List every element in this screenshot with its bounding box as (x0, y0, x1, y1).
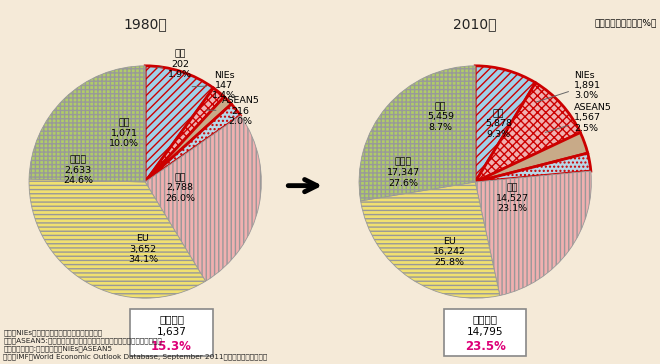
Text: ASEAN5:インドネシア、タイ、フィリピン、マレーシア、ベトナム: ASEAN5:インドネシア、タイ、フィリピン、マレーシア、ベトナム (3, 337, 162, 344)
Wedge shape (145, 97, 232, 182)
Wedge shape (475, 153, 591, 182)
FancyBboxPatch shape (444, 309, 526, 356)
Wedge shape (475, 83, 580, 182)
Wedge shape (29, 66, 145, 182)
Wedge shape (475, 66, 535, 182)
Text: 米国
14,527
23.1%: 米国 14,527 23.1% (496, 183, 529, 213)
Text: 米国
2,788
26.0%: 米国 2,788 26.0% (165, 173, 195, 203)
Wedge shape (475, 171, 591, 296)
Text: 東アジア:日本、中国、NIEs、ASEAN5: 東アジア:日本、中国、NIEs、ASEAN5 (3, 345, 112, 352)
Wedge shape (145, 66, 213, 182)
Text: 1,637: 1,637 (156, 327, 187, 337)
Text: 資料）IMF「World Economic Outlook Database, September 2011」より国土交通省作成: 資料）IMF「World Economic Outlook Database, … (3, 353, 267, 360)
Wedge shape (475, 132, 587, 182)
Text: ASEAN5
1,567
2.5%: ASEAN5 1,567 2.5% (545, 103, 612, 133)
Wedge shape (360, 182, 500, 298)
Text: ASEAN5
216
2.0%: ASEAN5 216 2.0% (206, 96, 259, 126)
Text: 14,795: 14,795 (467, 327, 504, 337)
Text: EU
16,242
25.8%: EU 16,242 25.8% (433, 237, 466, 266)
Text: 東アジア: 東アジア (473, 314, 498, 324)
Text: （単位：十億ドル、%）: （単位：十億ドル、%） (594, 18, 657, 27)
FancyBboxPatch shape (131, 309, 213, 356)
Text: その他
17,347
27.6%: その他 17,347 27.6% (387, 158, 420, 187)
Text: 日本
5,459
8.7%: 日本 5,459 8.7% (427, 102, 454, 132)
Text: NIEs
1,891
3.0%: NIEs 1,891 3.0% (536, 71, 601, 102)
Wedge shape (145, 88, 224, 182)
Text: 23.5%: 23.5% (465, 340, 506, 353)
Text: （注）NIEs：韓国、台湾、香港、シンガポール: （注）NIEs：韓国、台湾、香港、シンガポール (3, 329, 102, 336)
Text: その他
2,633
24.6%: その他 2,633 24.6% (63, 155, 93, 185)
Title: 1980年: 1980年 (123, 17, 167, 31)
Text: EU
3,652
34.1%: EU 3,652 34.1% (128, 234, 158, 264)
Title: 2010年: 2010年 (453, 17, 497, 31)
Wedge shape (359, 66, 475, 201)
Text: NIEs
147
1.4%: NIEs 147 1.4% (192, 71, 236, 100)
Text: 15.3%: 15.3% (151, 340, 192, 353)
Wedge shape (29, 179, 205, 298)
Text: 中国
5,878
9.3%: 中国 5,878 9.3% (485, 109, 512, 139)
Text: 日本
1,071
10.0%: 日本 1,071 10.0% (110, 118, 139, 148)
Text: 中国
202
1.9%: 中国 202 1.9% (157, 50, 192, 79)
Wedge shape (145, 104, 240, 182)
Wedge shape (145, 115, 261, 281)
Text: 東アジア: 東アジア (159, 314, 184, 324)
